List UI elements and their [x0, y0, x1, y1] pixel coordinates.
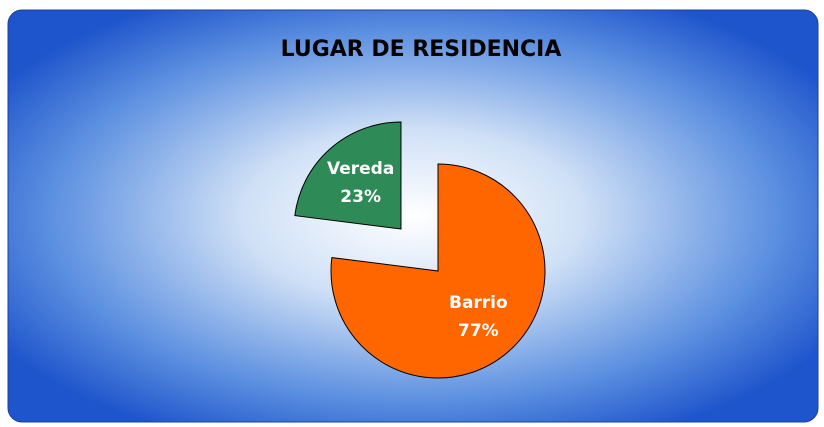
- slice-value-label: 77%: [458, 321, 499, 341]
- chart-background: [7, 9, 819, 423]
- slice-value-label: 23%: [340, 187, 381, 207]
- slice-category-label: Barrio: [449, 293, 508, 313]
- pie-slice: [294, 121, 402, 230]
- chart-title: LUGAR DE RESIDENCIA: [281, 37, 562, 62]
- slice-category-label: Vereda: [327, 159, 394, 179]
- pie-slice: [330, 163, 546, 379]
